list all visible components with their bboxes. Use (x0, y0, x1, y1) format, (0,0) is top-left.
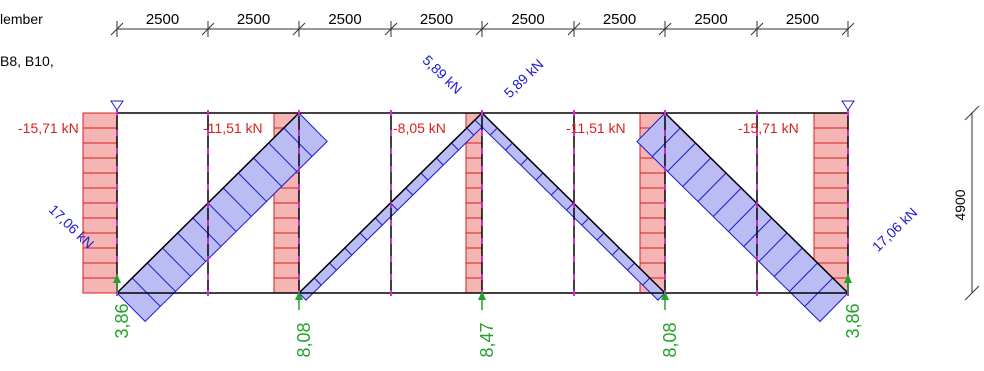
compression-band-vertical-1 (82, 112, 118, 294)
tension-diagrams (116, 112, 849, 323)
force-label-vertical-2: -11,51 kN (203, 120, 263, 136)
bay-dimension-label: 2500 (420, 11, 453, 28)
compression-band-vertical-9 (813, 112, 849, 294)
bay-dimension-label: 2500 (328, 11, 361, 28)
force-label-diagonal-4: 17,06 kN (869, 204, 920, 254)
vertical-dimension-line (964, 105, 980, 301)
arrow-up-icon (844, 274, 852, 293)
force-label-diagonal-2: 5,89 kN (420, 52, 466, 97)
reaction-label-1: 3,86 (112, 303, 132, 338)
force-label-vertical-5: -15,71 kN (738, 120, 799, 136)
force-label-vertical-1: -15,71 kN (18, 120, 79, 136)
bay-dimension-label: 2500 (237, 11, 270, 28)
member-list: B8, B10, (0, 53, 54, 69)
arrow-up-icon (295, 291, 303, 310)
reaction-label-3: 8,47 (477, 322, 497, 357)
reaction-label-5: 3,86 (843, 303, 863, 338)
bay-dimension-label: 2500 (146, 11, 179, 28)
triangle-support-icon (841, 100, 855, 111)
arrow-up-icon (113, 274, 121, 293)
reaction-label-4: 8,08 (660, 322, 680, 357)
bay-dimension-label: 2500 (603, 11, 636, 28)
bay-dimension-label: 2500 (694, 11, 727, 28)
height-dimension-label: 4900 (952, 189, 968, 220)
arrow-up-icon (661, 291, 669, 310)
bay-dimension-label: 2500 (786, 11, 819, 28)
arrow-up-icon (478, 291, 486, 310)
triangle-support-icon (110, 100, 124, 111)
member-header: lember (0, 11, 43, 27)
force-label-vertical-3: -8,05 kN (393, 120, 446, 136)
horizontal-dimension-line (110, 21, 855, 37)
bay-dimension-label: 2500 (511, 11, 544, 28)
tension-band-diagonal-2 (298, 112, 490, 301)
reaction-label-2: 8,08 (294, 322, 314, 357)
tension-band-diagonal-3 (474, 112, 666, 301)
reaction-group: 3,86 8,08 8,47 8,08 3,86 (112, 274, 863, 358)
force-label-vertical-4: -11,51 kN (566, 120, 626, 136)
force-label-diagonal-3: 5,89 kN (501, 56, 547, 101)
